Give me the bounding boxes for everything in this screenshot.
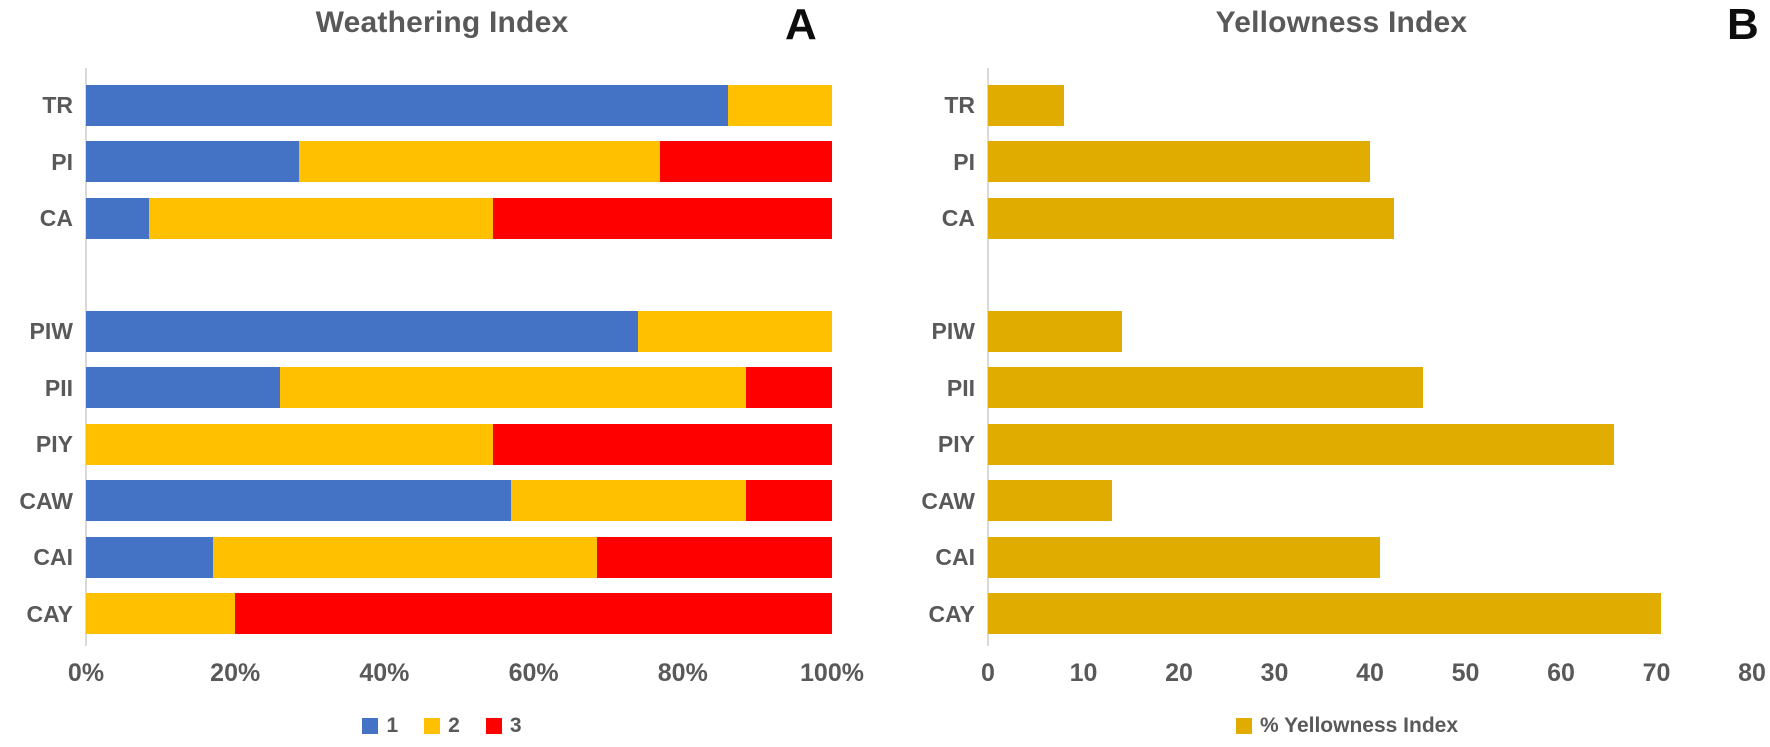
bar-segment-3 bbox=[660, 141, 832, 183]
bar-segment-2 bbox=[86, 593, 236, 635]
x-axis-tick-label: 40% bbox=[359, 659, 410, 687]
bar bbox=[988, 480, 1113, 522]
category-label: CAY bbox=[928, 600, 975, 627]
bar bbox=[988, 310, 1122, 352]
x-axis-tick-label: 60 bbox=[1547, 659, 1575, 687]
legend-label: 1 bbox=[386, 714, 399, 737]
legend-item: % Yellowness Index bbox=[1235, 714, 1459, 738]
legend-swatch bbox=[1235, 718, 1252, 734]
x-axis-tick-label: 20 bbox=[1165, 659, 1193, 687]
x-axis-tick-label: 40 bbox=[1356, 659, 1384, 687]
category-label: PI bbox=[51, 148, 73, 175]
bar-segment-3 bbox=[746, 480, 832, 522]
bar-segment-2 bbox=[279, 367, 747, 409]
bar-segment-1 bbox=[86, 367, 280, 409]
legend-item: 1 bbox=[362, 714, 398, 738]
category-label: CAY bbox=[26, 600, 73, 627]
category-label: CA bbox=[941, 205, 975, 232]
bar bbox=[988, 367, 1423, 409]
bar-segment-2 bbox=[298, 141, 661, 183]
category-label: TR bbox=[42, 92, 73, 119]
legend-label: % Yellowness Index bbox=[1259, 714, 1459, 737]
weathering-index-title: Weathering Index bbox=[315, 6, 569, 39]
category-label: PII bbox=[44, 374, 73, 401]
x-axis-tick-label: 70 bbox=[1642, 659, 1671, 687]
yellowness-plot-area: TR PI CA PIW PII PIY CAW CAI CAY 0 10 20 30 40 50 60 70 8… bbox=[885, 0, 1770, 747]
legend-label: 3 bbox=[509, 714, 522, 737]
category-label: PIY bbox=[35, 431, 73, 458]
panel-letter-a: A bbox=[785, 0, 817, 49]
x-axis-tick-label: 0% bbox=[67, 659, 105, 687]
bar bbox=[988, 197, 1394, 239]
bar-segment-1 bbox=[86, 310, 639, 352]
panel-letter-b: B bbox=[1727, 0, 1759, 49]
weathering-plot-area: TR PI CA PIW PII PIY CAW CAI CAY 0% 20% 40% 60% 80% 10… bbox=[19, 68, 864, 687]
bar-segment-1 bbox=[86, 141, 299, 183]
category-label: PI bbox=[953, 148, 975, 175]
category-label: CAW bbox=[19, 487, 73, 514]
bar-segment-2 bbox=[86, 423, 493, 465]
bar-segment-1 bbox=[86, 84, 728, 126]
legend-swatch bbox=[362, 718, 379, 734]
bar-segment-1 bbox=[86, 480, 512, 522]
category-label: PIY bbox=[937, 431, 975, 458]
bar bbox=[988, 593, 1662, 635]
bar-segment-2 bbox=[511, 480, 747, 522]
category-label: PIW bbox=[931, 318, 975, 345]
x-axis-tick-label: 0 bbox=[981, 659, 995, 687]
x-axis-tick-label: 80 bbox=[1738, 659, 1766, 687]
bar bbox=[988, 141, 1370, 183]
category-label: PIW bbox=[29, 318, 73, 345]
category-label: PII bbox=[946, 374, 975, 401]
legend-label: 2 bbox=[448, 714, 460, 737]
y-axis-line bbox=[85, 68, 87, 646]
bar-segment-3 bbox=[746, 367, 832, 409]
x-axis-tick-label: 20% bbox=[210, 659, 261, 687]
legend-swatch bbox=[485, 718, 502, 734]
category-label: CAI bbox=[935, 544, 975, 571]
yellowness-index-title: Yellowness Index bbox=[1215, 6, 1468, 39]
bar-segment-2 bbox=[727, 84, 832, 126]
weathering-legend: 1 2 3 bbox=[0, 714, 884, 738]
bar-segment-2 bbox=[212, 536, 597, 578]
legend-item: 3 bbox=[485, 714, 522, 738]
bar-segment-2 bbox=[638, 310, 832, 352]
legend-swatch bbox=[424, 718, 441, 734]
bar bbox=[988, 84, 1065, 126]
yellowness-legend: % Yellowness Index bbox=[988, 714, 1706, 738]
bar-segment-3 bbox=[492, 197, 832, 239]
bar-segment-1 bbox=[86, 536, 213, 578]
bar-segment-1 bbox=[86, 197, 150, 239]
x-axis-tick-label: 80% bbox=[657, 659, 708, 687]
x-axis-tick-label: 100% bbox=[800, 659, 864, 687]
legend-item: 2 bbox=[424, 714, 460, 738]
bar bbox=[988, 536, 1380, 578]
weathering-index-panel: Weathering Index A TR PI CA PIW PII PIY CAW CAI… bbox=[0, 0, 884, 738]
x-axis-tick-label: 10 bbox=[1069, 659, 1098, 687]
x-axis-tick-label: 60% bbox=[508, 659, 559, 687]
x-axis-tick-label: 50 bbox=[1451, 659, 1480, 687]
bar-segment-3 bbox=[597, 536, 832, 578]
bar-segment-3 bbox=[235, 593, 832, 635]
bar bbox=[988, 423, 1614, 465]
yellowness-index-panel: Yellowness Index B TR PI CA PIW PII PIY CAW CAI… bbox=[885, 0, 1770, 747]
category-label: CAI bbox=[33, 544, 73, 571]
bar-segment-3 bbox=[492, 423, 832, 465]
x-axis-tick-label: 30 bbox=[1260, 659, 1289, 687]
category-label: TR bbox=[944, 92, 975, 119]
category-label: CA bbox=[39, 205, 73, 232]
category-label: CAW bbox=[921, 487, 975, 514]
y-axis-line bbox=[987, 68, 989, 646]
bar-segment-2 bbox=[149, 197, 493, 239]
